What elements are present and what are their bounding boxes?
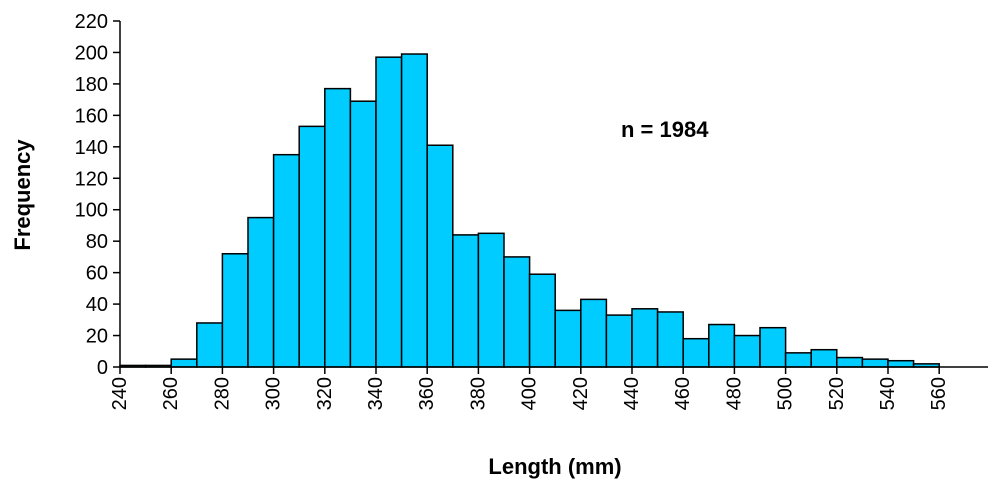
histogram-bar <box>503 256 531 368</box>
histogram-bar <box>554 309 582 368</box>
histogram-bar <box>605 314 633 368</box>
histogram-bar <box>477 232 505 368</box>
histogram-bar <box>170 358 198 368</box>
x-tick-label: 480 <box>723 377 745 410</box>
histogram-bar <box>631 308 659 368</box>
x-tick-label: 420 <box>570 377 592 410</box>
y-axis-title: Frequency <box>10 139 35 251</box>
x-tick-label: 260 <box>160 377 182 410</box>
histogram-bar <box>247 216 275 368</box>
histogram-bar <box>400 53 428 368</box>
y-tick-label: 40 <box>86 294 108 316</box>
y-tick-label: 140 <box>75 137 108 159</box>
y-tick-label: 160 <box>75 105 108 127</box>
x-tick-label: 340 <box>365 377 387 410</box>
y-tick-label: 120 <box>75 168 108 190</box>
histogram-bar <box>836 356 864 368</box>
x-tick-label: 240 <box>109 377 131 410</box>
x-tick-label: 300 <box>263 377 285 410</box>
y-tick-label: 60 <box>86 263 108 285</box>
histogram-bar <box>810 348 838 368</box>
x-tick-label: 380 <box>467 377 489 410</box>
y-tick-label: 200 <box>75 42 108 64</box>
x-tick-label: 520 <box>826 377 848 410</box>
histogram-bar <box>272 153 300 368</box>
x-tick-label: 440 <box>621 377 643 410</box>
x-tick-label: 320 <box>314 377 336 410</box>
histogram-bar <box>708 323 736 368</box>
y-ticks-group: 0 20 40 60 80 100 120 140 160 180 200 220 <box>75 11 120 379</box>
y-tick-label: 100 <box>75 200 108 222</box>
y-tick-label: 20 <box>86 326 108 348</box>
histogram-bar <box>375 56 403 368</box>
histogram-bar <box>221 253 249 368</box>
x-tick-label: 540 <box>877 377 899 410</box>
histogram-bar <box>759 326 787 368</box>
x-ticks-group: 240 260 280 300 320 340 360 380 400 420 440 460 480 5… <box>109 367 950 410</box>
histogram-bar <box>887 359 915 368</box>
histogram-bar <box>298 125 326 368</box>
histogram-bar <box>528 273 556 368</box>
histogram-bar <box>784 352 812 368</box>
histogram-bar <box>349 100 377 368</box>
histogram-bar <box>426 144 454 368</box>
axes-group <box>119 21 988 368</box>
x-axis-title: Length (mm) <box>488 454 621 479</box>
histogram-bar <box>196 322 224 368</box>
y-tick-label: 80 <box>86 231 108 253</box>
y-tick-label: 180 <box>75 74 108 96</box>
x-tick-label: 280 <box>211 377 233 410</box>
bars-group <box>119 53 940 368</box>
y-tick-label: 220 <box>75 11 108 33</box>
histogram-bar <box>861 358 889 368</box>
x-tick-label: 500 <box>775 377 797 410</box>
histogram-bar <box>733 334 761 368</box>
x-tick-label: 560 <box>928 377 950 410</box>
histogram-bar <box>656 311 684 368</box>
histogram-bar <box>682 337 710 368</box>
histogram-bar <box>580 298 608 368</box>
histogram-bar <box>452 234 480 368</box>
y-tick-label: 0 <box>97 357 108 379</box>
histogram-bar <box>324 87 352 368</box>
sample-size-annotation: n = 1984 <box>621 117 709 142</box>
x-tick-label: 460 <box>672 377 694 410</box>
x-tick-label: 360 <box>416 377 438 410</box>
x-tick-label: 400 <box>519 377 541 410</box>
